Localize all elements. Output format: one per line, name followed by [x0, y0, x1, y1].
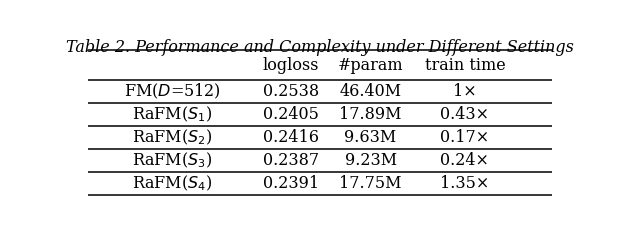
Text: FM($D$=512): FM($D$=512): [124, 82, 221, 101]
Text: Table 2. Performance and Complexity under Different Settings: Table 2. Performance and Complexity unde…: [66, 39, 573, 56]
Text: 0.17×: 0.17×: [441, 129, 489, 146]
Text: RaFM($S_2$): RaFM($S_2$): [132, 128, 212, 147]
Text: train time: train time: [424, 57, 505, 73]
Text: 0.2387: 0.2387: [263, 152, 319, 169]
Text: RaFM($S_1$): RaFM($S_1$): [132, 105, 212, 124]
Text: 0.24×: 0.24×: [441, 152, 489, 169]
Text: 17.89M: 17.89M: [339, 106, 402, 123]
Text: 0.43×: 0.43×: [441, 106, 489, 123]
Text: 0.2416: 0.2416: [263, 129, 319, 146]
Text: #param: #param: [338, 57, 403, 73]
Text: RaFM($S_3$): RaFM($S_3$): [132, 151, 212, 170]
Text: 9.63M: 9.63M: [344, 129, 397, 146]
Text: 46.40M: 46.40M: [339, 83, 402, 100]
Text: logloss: logloss: [263, 57, 319, 73]
Text: 9.23M: 9.23M: [344, 152, 397, 169]
Text: 1×: 1×: [453, 83, 477, 100]
Text: 1.35×: 1.35×: [441, 175, 489, 192]
Text: RaFM($S_4$): RaFM($S_4$): [132, 174, 212, 193]
Text: 17.75M: 17.75M: [339, 175, 402, 192]
Text: 0.2538: 0.2538: [263, 83, 319, 100]
Text: 0.2391: 0.2391: [263, 175, 319, 192]
Text: 0.2405: 0.2405: [263, 106, 319, 123]
